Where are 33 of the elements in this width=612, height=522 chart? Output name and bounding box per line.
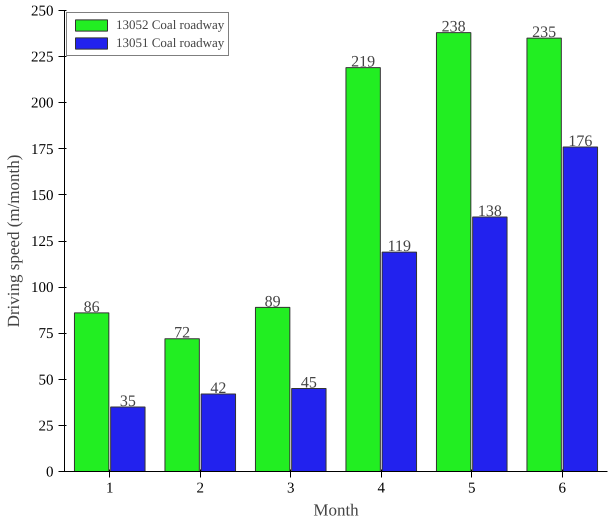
x-tick-label: 5 xyxy=(468,480,476,496)
x-tick-label: 4 xyxy=(378,480,386,496)
x-tick-label: 2 xyxy=(196,480,204,496)
x-axis-title: Month xyxy=(313,500,360,520)
data-label: 42 xyxy=(210,380,226,398)
data-label: 219 xyxy=(351,54,376,71)
data-label: 176 xyxy=(568,132,592,150)
data-label: 238 xyxy=(442,18,466,36)
legend-label: 13052 Coal roadway xyxy=(116,17,224,33)
y-tick-label: 100 xyxy=(31,280,54,296)
data-label: 138 xyxy=(478,203,502,220)
data-label: 86 xyxy=(84,298,100,316)
data-label: 35 xyxy=(120,392,136,410)
legend-label: 13051 Coal roadway xyxy=(116,35,224,51)
y-tick-label: 150 xyxy=(31,188,54,204)
y-tick-label: 225 xyxy=(31,50,54,66)
y-tick-label: 50 xyxy=(38,372,54,388)
y-tick-label: 75 xyxy=(38,326,54,342)
y-tick-label: 125 xyxy=(31,234,54,250)
x-tick-label: 1 xyxy=(106,480,114,496)
x-tick-label: 6 xyxy=(558,480,566,496)
data-label: 119 xyxy=(388,238,412,256)
data-label: 45 xyxy=(300,374,317,392)
y-axis-title: Driving speed (m/month) xyxy=(4,154,23,328)
x-tick-label: 3 xyxy=(287,480,294,496)
data-label: 72 xyxy=(174,324,190,342)
y-tick-label: 250 xyxy=(31,4,54,20)
y-tick-label: 0 xyxy=(46,464,54,480)
data-label: 89 xyxy=(264,293,281,310)
data-label: 235 xyxy=(532,24,556,42)
y-tick-label: 200 xyxy=(31,96,54,112)
y-tick-label: 25 xyxy=(38,418,54,434)
y-tick-label: 175 xyxy=(31,142,54,158)
